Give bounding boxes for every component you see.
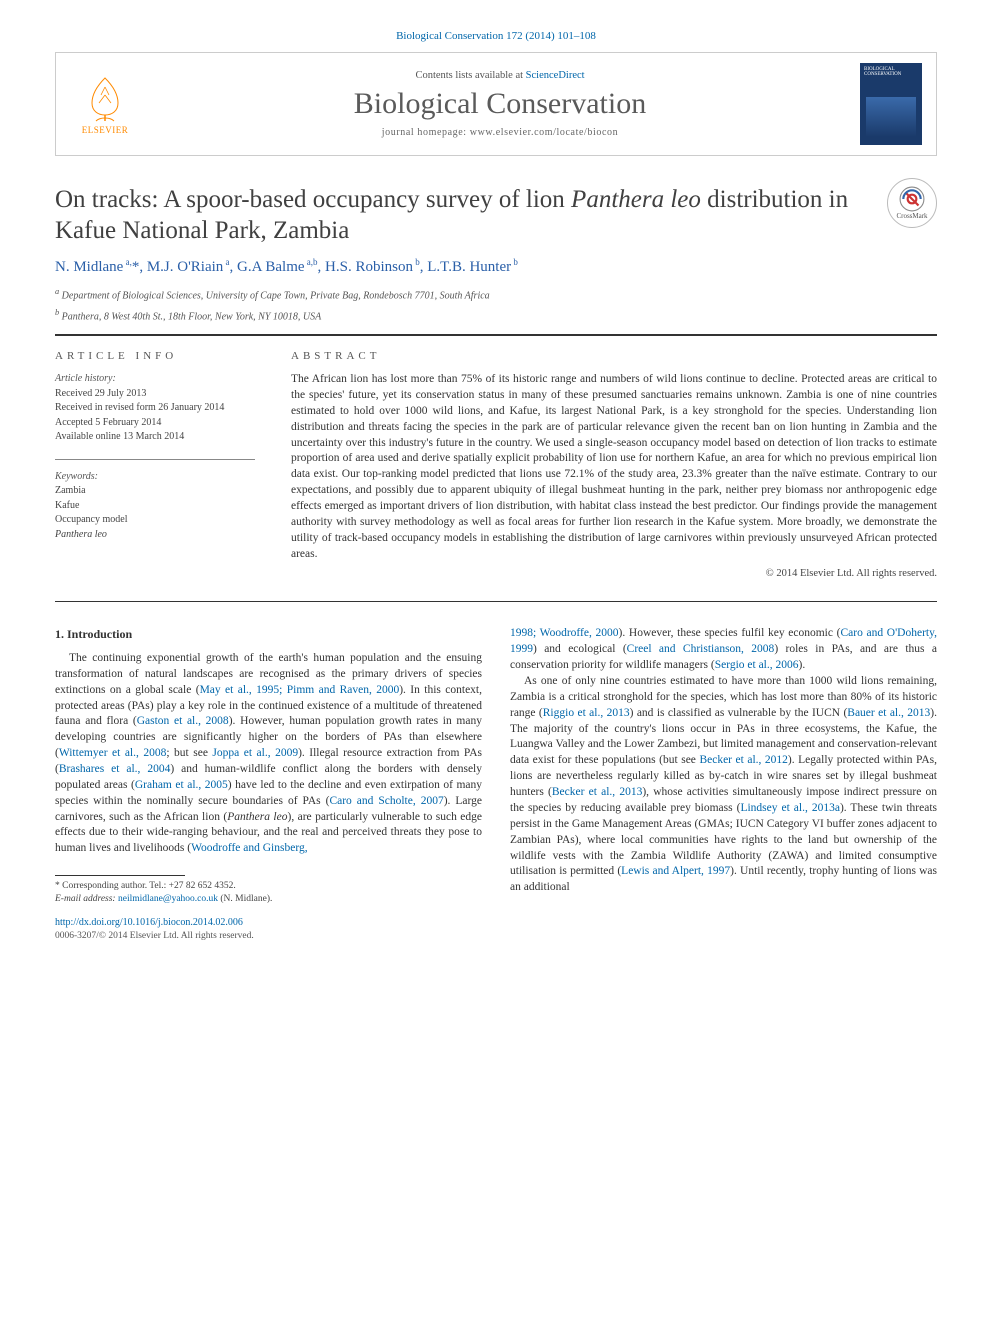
citation-link[interactable]: Joppa et al., 2009	[212, 747, 298, 759]
author-3[interactable]: G.A Balme	[237, 259, 305, 275]
citation-link[interactable]: Caro and Scholte, 2007	[329, 795, 443, 807]
keywords-block: Keywords: Zambia Kafue Occupancy model P…	[55, 470, 255, 543]
top-citation: Biological Conservation 172 (2014) 101–1…	[55, 30, 937, 42]
citation-link[interactable]: Becker et al., 2013	[552, 786, 642, 798]
citation-link[interactable]: Becker et al., 2012	[699, 754, 787, 766]
citation-link[interactable]: Riggio et al., 2013	[543, 707, 630, 719]
abstract-heading: abstract	[291, 350, 937, 362]
citation-link[interactable]: Gaston et al., 2008	[137, 715, 229, 727]
paragraph: As one of only nine countries estimated …	[510, 674, 937, 896]
elsevier-wordmark: ELSEVIER	[82, 125, 129, 135]
affiliation-b: b Panthera, 8 West 40th St., 18th Floor,…	[55, 307, 937, 324]
abstract-copyright: © 2014 Elsevier Ltd. All rights reserved…	[291, 568, 937, 579]
introduction-heading: 1. Introduction	[55, 626, 482, 643]
elsevier-tree-icon	[80, 73, 130, 123]
crossmark-badge[interactable]: CrossMark	[887, 178, 937, 228]
journal-header: ELSEVIER Contents lists available at Sci…	[55, 52, 937, 156]
column-right: 1998; Woodroffe, 2000). However, these s…	[510, 626, 937, 942]
affiliation-a: a a Department of Biological Sciences, U…	[55, 286, 937, 303]
email-line: E-mail address: neilmidlane@yahoo.co.uk …	[55, 893, 482, 906]
doi-link[interactable]: http://dx.doi.org/10.1016/j.biocon.2014.…	[55, 916, 482, 930]
article-history: Article history: Received 29 July 2013 R…	[55, 372, 255, 445]
sciencedirect-link[interactable]: ScienceDirect	[526, 70, 585, 81]
citation-link[interactable]: 1998; Woodroffe, 2000	[510, 627, 619, 639]
journal-cover-thumbnail: BIOLOGICAL CONSERVATION	[860, 63, 922, 145]
column-left: 1. Introduction The continuing exponenti…	[55, 626, 482, 942]
citation-link[interactable]: Woodroffe and Ginsberg,	[191, 842, 308, 854]
article-title: On tracks: A spoor-based occupancy surve…	[55, 184, 869, 247]
citation-link[interactable]: Bauer et al., 2013	[847, 707, 930, 719]
contents-prefix: Contents lists available at	[415, 70, 525, 81]
citation-link[interactable]: Lewis and Alpert, 1997	[621, 865, 730, 877]
issn-copyright: 0006-3207/© 2014 Elsevier Ltd. All right…	[55, 930, 482, 943]
corresponding-marker[interactable]: *	[132, 259, 140, 275]
journal-name: Biological Conservation	[140, 87, 860, 121]
author-5[interactable]: L.T.B. Hunter	[427, 259, 511, 275]
corresponding-author-note: * Corresponding author. Tel.: +27 82 652…	[55, 880, 482, 893]
citation-link[interactable]: Lindsey et al., 2013a	[740, 802, 840, 814]
author-list: N. Midlane a,*, M.J. O'Riain a, G.A Balm…	[55, 257, 937, 276]
citation-link[interactable]: Sergio et al., 2006	[715, 659, 799, 671]
divider	[55, 459, 255, 460]
author-2[interactable]: M.J. O'Riain	[147, 259, 223, 275]
paragraph: The continuing exponential growth of the…	[55, 651, 482, 857]
citation-link[interactable]: Creel and Christianson, 2008	[627, 643, 775, 655]
crossmark-icon	[899, 186, 925, 212]
email-link[interactable]: neilmidlane@yahoo.co.uk	[118, 894, 218, 904]
journal-homepage: journal homepage: www.elsevier.com/locat…	[140, 127, 860, 138]
footnote-divider	[55, 875, 185, 876]
article-info-heading: article info	[55, 350, 255, 362]
author-1[interactable]: N. Midlane	[55, 259, 123, 275]
contents-line: Contents lists available at ScienceDirec…	[140, 70, 860, 81]
body-columns: 1. Introduction The continuing exponenti…	[55, 626, 937, 942]
citation-link[interactable]: Brashares et al., 2004	[59, 763, 171, 775]
author-4[interactable]: H.S. Robinson	[325, 259, 413, 275]
footnotes: * Corresponding author. Tel.: +27 82 652…	[55, 880, 482, 906]
divider	[55, 601, 937, 602]
abstract-text: The African lion has lost more than 75% …	[291, 372, 937, 562]
elsevier-logo: ELSEVIER	[70, 64, 140, 144]
citation-link[interactable]: Graham et al., 2005	[135, 779, 228, 791]
citation-link[interactable]: May et al., 1995; Pimm and Raven, 2000	[200, 684, 400, 696]
paragraph: 1998; Woodroffe, 2000). However, these s…	[510, 626, 937, 674]
homepage-url[interactable]: www.elsevier.com/locate/biocon	[470, 127, 618, 138]
citation-link[interactable]: Wittemyer et al., 2008	[59, 747, 167, 759]
